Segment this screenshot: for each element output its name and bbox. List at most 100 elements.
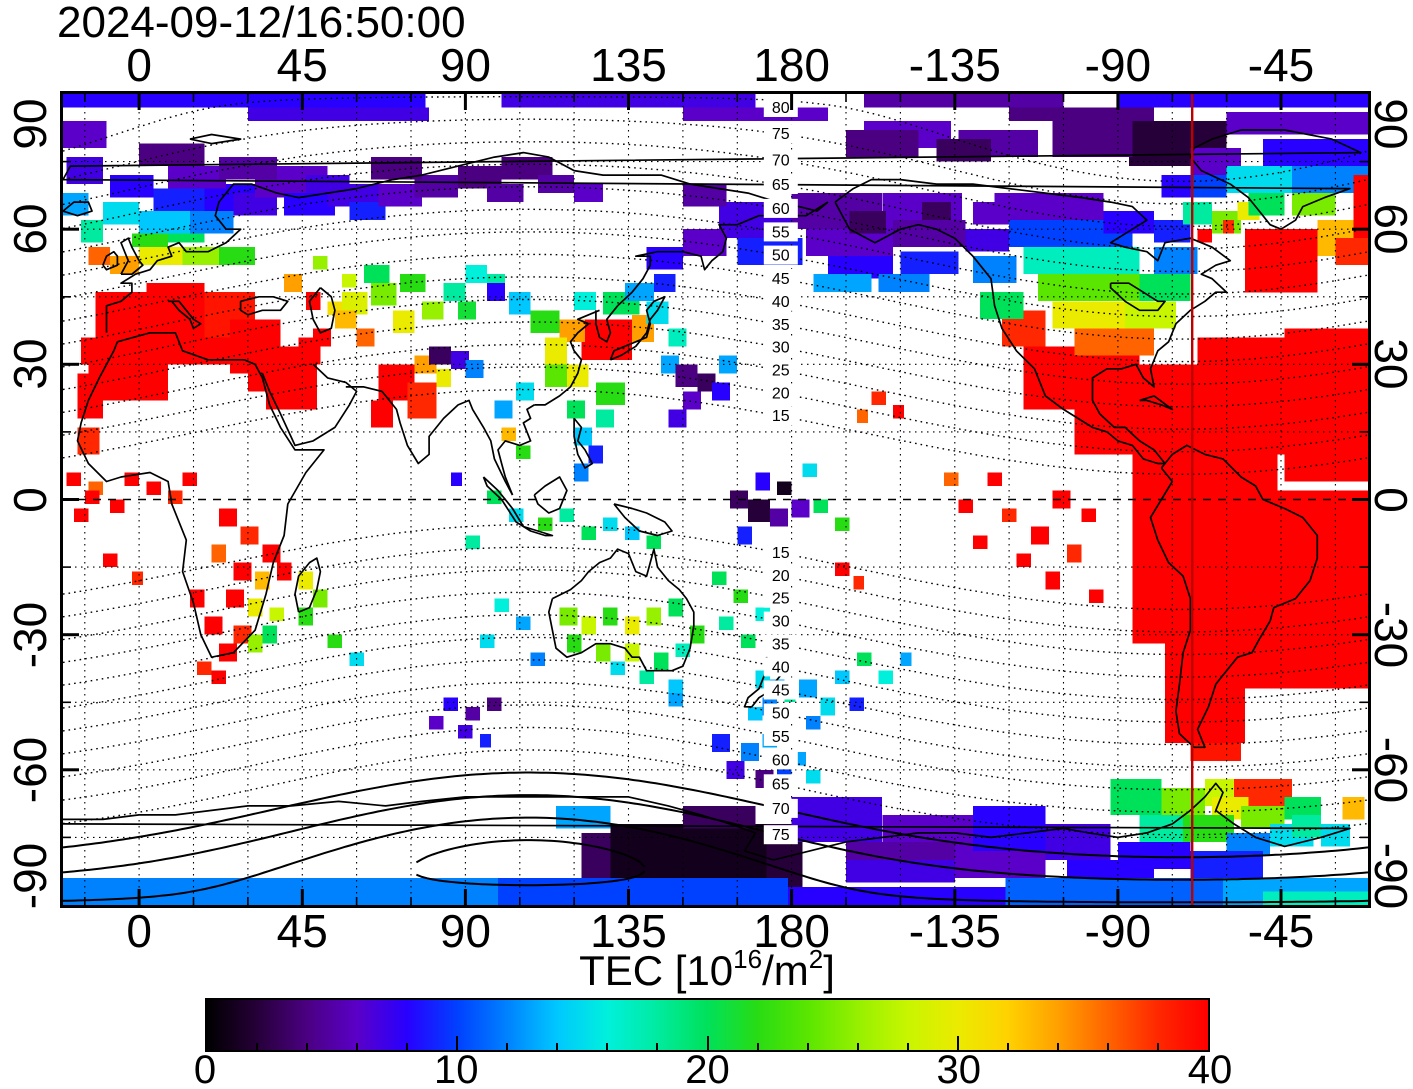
tec-patch [893,220,966,248]
tec-patch [588,445,604,464]
tec-patch [856,409,868,423]
tec-patch [581,616,596,635]
tec-patch [972,535,988,549]
tec-patch [1023,247,1140,275]
y-axis-right-tick-label: 60 [1365,203,1413,255]
tec-patch [197,661,212,676]
contour-label: 80 [772,100,790,117]
tec-patch [878,274,930,293]
tec-patch [501,157,553,180]
x-axis-top-tick-label: 180 [753,39,830,91]
tec-patch [1045,571,1060,590]
tec-patch [77,427,100,455]
tec-patch [131,233,169,248]
contour-label: 50 [772,706,790,723]
tec-patch [1291,193,1336,216]
tec-patch [182,472,198,486]
tec-patch [298,355,317,374]
tec-patch [1226,490,1368,608]
tec-patch [1005,878,1223,905]
tec-patch [218,643,237,662]
colorbar-tick-label: 10 [434,1048,479,1089]
colorbar-title-unit-exponent: 2 [808,944,824,974]
tec-patch [1223,220,1234,234]
tec-patch [827,256,894,279]
tec-patch [675,364,698,387]
tec-patch [465,535,480,549]
tec-patch [697,373,716,392]
tec-patch [574,184,604,203]
tec-patch [566,364,589,387]
tec-patch [298,571,314,590]
tec-patch [153,188,205,212]
tec-patch [559,607,578,626]
tec-patch [566,400,585,419]
colorbar-title: TEC [1016/m2] [579,946,835,994]
colorbar-tick-label: 40 [1187,1048,1233,1089]
colorbar-tick-mark [706,1036,709,1050]
colorbar-tick-label: 0 [193,1048,217,1089]
tec-patch [922,202,952,221]
contour-label: 30 [772,614,790,631]
tec-patch [262,625,277,644]
tec-patch [1139,274,1191,302]
tec-patch [682,184,727,207]
x-axis-top-tick-label: -90 [1084,39,1152,91]
tec-patch [342,292,368,315]
tec-patch [682,107,828,121]
tec-patch [371,283,397,306]
tec-patch [465,265,488,284]
tec-patch [755,472,770,491]
tec-patch [516,445,531,459]
contour-label: 35 [772,317,790,334]
tec-patch [479,634,495,649]
contour-label: 60 [772,201,790,218]
tec-patch [791,796,883,842]
tec-patch [668,409,687,428]
tec-map-canvas: 80 75 70 65 60 55 50 45 40 35 30 25 20 15 15 20 25 30 35 40… [63,94,1368,905]
tec-patch [516,616,531,631]
tec-patch [313,256,328,270]
tec-patch [1190,175,1227,198]
tec-patch [1117,94,1368,108]
colorbar-tick-mark [1006,1043,1009,1050]
tec-patch [1197,229,1213,243]
tec-patch [1052,490,1071,509]
contour-label: 20 [772,385,790,402]
tec-patch [740,634,756,649]
tec-patch [835,517,850,531]
colorbar-title-unit: /m [762,947,809,994]
tec-patch [653,652,669,671]
tec-patch [1016,553,1031,568]
tec-patch [501,427,517,441]
tec-patch [972,805,1046,851]
y-axis-left-tick-label: 60 [4,203,56,255]
tec-patch [110,499,125,513]
contour-label: 45 [772,271,790,288]
tec-patch [313,328,332,347]
tec-patch [139,143,205,167]
tec-patch [646,607,662,626]
tec-patch [675,643,691,658]
tec-patch [465,706,480,721]
tec-patch [1183,202,1213,225]
tec-patch [668,598,683,617]
tec-patch [1241,805,1285,829]
colorbar-title-exponent: 16 [733,944,763,974]
tec-patch [334,310,357,329]
tec-patch [305,292,321,311]
tec-patch [95,292,147,338]
contour-label: 45 [772,683,790,700]
y-axis-left-tick-label: 90 [4,98,56,150]
tec-patch [508,292,531,315]
tec-patch [806,769,821,784]
tec-patch [240,526,259,545]
tec-patch [1320,823,1350,847]
tec-patch [545,364,567,387]
colorbar-tick-mark [656,1043,659,1050]
tec-patch [849,697,865,712]
colorbar-title-text: TEC [10 [579,947,734,994]
tec-patch [465,359,484,378]
tec-patch [646,535,662,549]
